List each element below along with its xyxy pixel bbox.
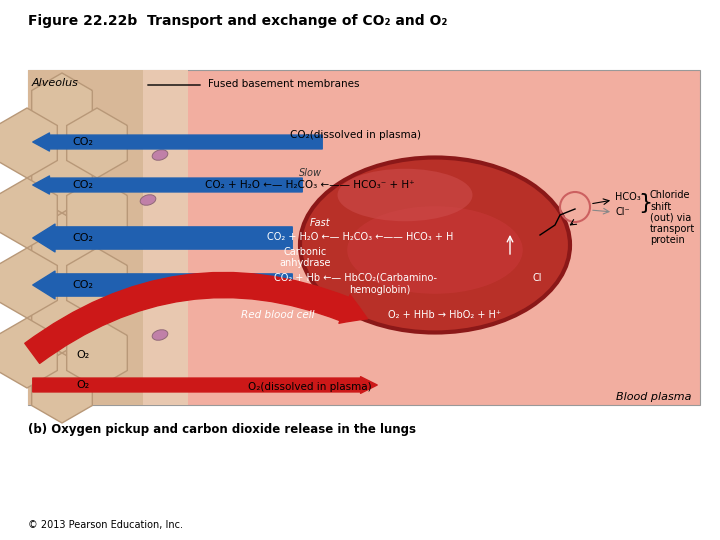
Text: O₂: O₂ xyxy=(76,380,89,390)
Polygon shape xyxy=(0,178,58,248)
Bar xyxy=(143,70,188,405)
Text: transport: transport xyxy=(650,224,696,234)
Ellipse shape xyxy=(347,206,523,294)
Text: © 2013 Pearson Education, Inc.: © 2013 Pearson Education, Inc. xyxy=(28,520,183,530)
Text: (out) via: (out) via xyxy=(650,213,691,223)
Ellipse shape xyxy=(140,280,156,291)
Polygon shape xyxy=(67,248,127,318)
Polygon shape xyxy=(0,318,58,388)
Text: CO₂: CO₂ xyxy=(73,137,94,147)
Text: CO₂: CO₂ xyxy=(73,280,94,290)
Ellipse shape xyxy=(140,195,156,205)
FancyArrowPatch shape xyxy=(33,176,302,194)
Text: shift: shift xyxy=(650,202,671,212)
Text: HCO₃⁻: HCO₃⁻ xyxy=(615,192,646,202)
Text: anhydrase: anhydrase xyxy=(279,258,330,268)
Polygon shape xyxy=(32,353,92,423)
Text: Cl⁻: Cl⁻ xyxy=(615,207,629,217)
Text: CO₂ + H₂O ←— H₂CO₃ ←—— HCO₃⁻ + H⁺: CO₂ + H₂O ←— H₂CO₃ ←—— HCO₃⁻ + H⁺ xyxy=(205,180,415,190)
Ellipse shape xyxy=(152,150,168,160)
Text: CO₂ + Hb ←— HbCO₂(Carbamino-: CO₂ + Hb ←— HbCO₂(Carbamino- xyxy=(274,273,436,283)
Text: Cl: Cl xyxy=(532,273,541,283)
Text: O₂ + HHb → HbO₂ + H⁺: O₂ + HHb → HbO₂ + H⁺ xyxy=(388,310,502,320)
Text: Figure 22.22b  Transport and exchange of CO₂ and O₂: Figure 22.22b Transport and exchange of … xyxy=(28,14,447,28)
Text: }: } xyxy=(638,193,652,213)
FancyArrowPatch shape xyxy=(33,224,292,252)
Text: Slow: Slow xyxy=(299,168,322,178)
Polygon shape xyxy=(32,283,92,353)
Text: Alveolus: Alveolus xyxy=(32,78,79,88)
Ellipse shape xyxy=(300,158,570,333)
Polygon shape xyxy=(67,108,127,178)
Text: hemoglobin): hemoglobin) xyxy=(349,285,410,295)
FancyArrowPatch shape xyxy=(33,133,323,151)
Bar xyxy=(28,70,700,405)
Text: Fused basement membranes: Fused basement membranes xyxy=(208,79,359,89)
Text: CO₂ + H₂O ←— H₂CO₃ ←—— HCO₃ + H: CO₂ + H₂O ←— H₂CO₃ ←—— HCO₃ + H xyxy=(267,232,453,242)
Polygon shape xyxy=(67,178,127,248)
Text: (b) Oxygen pickup and carbon dioxide release in the lungs: (b) Oxygen pickup and carbon dioxide rel… xyxy=(28,423,416,436)
Text: Blood plasma: Blood plasma xyxy=(616,392,692,402)
Text: Carbonic: Carbonic xyxy=(284,247,327,257)
Ellipse shape xyxy=(338,168,472,221)
Text: O₂: O₂ xyxy=(76,350,89,360)
Text: protein: protein xyxy=(650,235,685,245)
FancyArrowPatch shape xyxy=(24,272,367,363)
Text: CO₂(dissolved in plasma): CO₂(dissolved in plasma) xyxy=(289,130,420,140)
Polygon shape xyxy=(67,318,127,388)
Text: O₂(dissolved in plasma): O₂(dissolved in plasma) xyxy=(248,382,372,392)
Polygon shape xyxy=(32,213,92,283)
FancyArrowPatch shape xyxy=(33,377,377,393)
Polygon shape xyxy=(32,143,92,213)
Polygon shape xyxy=(0,248,58,318)
Ellipse shape xyxy=(152,330,168,340)
Polygon shape xyxy=(0,108,58,178)
Text: Red blood cell: Red blood cell xyxy=(241,310,315,320)
Bar xyxy=(28,70,143,405)
Text: CO₂: CO₂ xyxy=(73,233,94,243)
Text: Fast: Fast xyxy=(310,218,330,228)
Text: CO₂: CO₂ xyxy=(73,180,94,190)
FancyArrowPatch shape xyxy=(33,271,292,299)
Polygon shape xyxy=(32,73,92,143)
Text: Chloride: Chloride xyxy=(650,190,690,200)
